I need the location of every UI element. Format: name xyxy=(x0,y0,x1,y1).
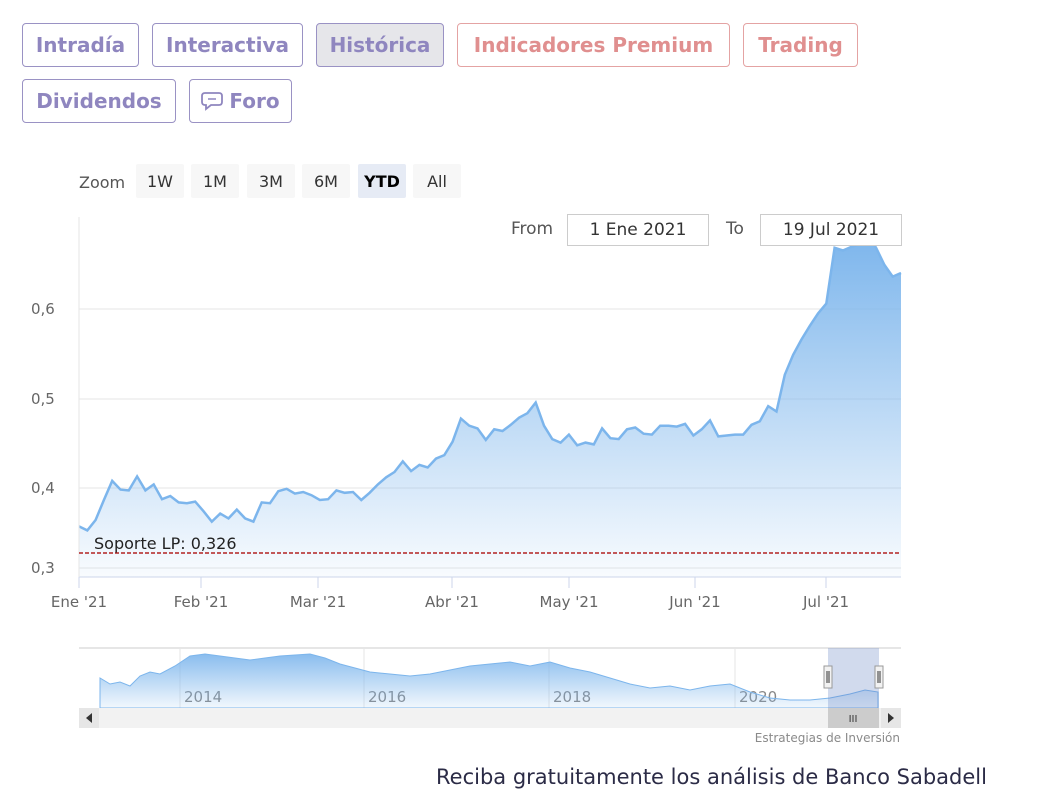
tab-label: Histórica xyxy=(329,33,431,57)
tab-label: Interactiva xyxy=(166,33,289,57)
y-tick-label: 0,3 xyxy=(31,559,55,577)
series-area xyxy=(79,234,901,578)
zoom-ytd-button[interactable]: YTD xyxy=(358,164,406,198)
navigator-series xyxy=(99,653,879,709)
x-tick-label: Ene '21 xyxy=(51,593,107,611)
tab-label: Trading xyxy=(758,33,843,57)
left-arrow-icon xyxy=(86,713,92,723)
right-arrow-icon xyxy=(888,713,894,723)
y-tick-label: 0,5 xyxy=(31,390,55,408)
y-tick-label: 0,4 xyxy=(31,479,55,497)
scrollbar-grip: III xyxy=(849,714,858,725)
tab-historica[interactable]: Histórica xyxy=(316,23,444,67)
tab-dividendos[interactable]: Dividendos xyxy=(22,79,176,123)
series-line[interactable] xyxy=(78,232,902,532)
tab-intradia[interactable]: Intradía xyxy=(22,23,139,67)
y-tick-label: 0,6 xyxy=(31,300,55,318)
x-tick-label: Mar '21 xyxy=(290,593,346,611)
x-tick-label: Jun '21 xyxy=(668,593,720,611)
zoom-label: Zoom xyxy=(79,173,126,192)
zoom-1m-button[interactable]: 1M xyxy=(191,164,239,198)
zoom-3m-button[interactable]: 3M xyxy=(247,164,295,198)
x-tick-label: Abr '21 xyxy=(425,593,479,611)
navigator-right-handle[interactable] xyxy=(874,665,884,689)
tab-label: Indicadores Premium xyxy=(473,33,714,57)
scrollbar-thumb[interactable] xyxy=(828,708,879,728)
x-tick-label: May '21 xyxy=(540,593,599,611)
x-tick-label: Jul '21 xyxy=(802,593,849,611)
tab-foro[interactable]: Foro xyxy=(189,79,292,123)
from-date-input[interactable]: 1 Ene 2021 xyxy=(567,214,709,246)
from-label: From xyxy=(511,219,554,239)
support-line-label: Soporte LP: 0,326 xyxy=(94,534,237,553)
tab-interactiva[interactable]: Interactiva xyxy=(152,23,303,67)
tab-trading[interactable]: Trading xyxy=(743,23,858,67)
navigator-left-handle[interactable] xyxy=(823,665,833,689)
to-label: To xyxy=(726,219,744,239)
credit-text[interactable]: Estrategias de Inversión xyxy=(754,731,900,745)
tab-indicadores-premium[interactable]: Indicadores Premium xyxy=(457,23,730,67)
chat-bubble-icon xyxy=(201,92,224,111)
zoom-all-button[interactable]: All xyxy=(413,164,461,198)
navigator-selection[interactable] xyxy=(828,648,879,708)
scrollbar-track[interactable] xyxy=(79,708,901,728)
tab-label: Dividendos xyxy=(36,89,162,113)
x-tick-label: Feb '21 xyxy=(174,593,229,611)
to-date-input[interactable]: 19 Jul 2021 xyxy=(760,214,902,246)
tab-label: Intradía xyxy=(35,33,126,57)
zoom-6m-button[interactable]: 6M xyxy=(302,164,350,198)
cta-text[interactable]: Reciba gratuitamente los análisis de Ban… xyxy=(436,765,987,789)
tab-label: Foro xyxy=(229,89,280,113)
zoom-1w-button[interactable]: 1W xyxy=(136,164,184,198)
